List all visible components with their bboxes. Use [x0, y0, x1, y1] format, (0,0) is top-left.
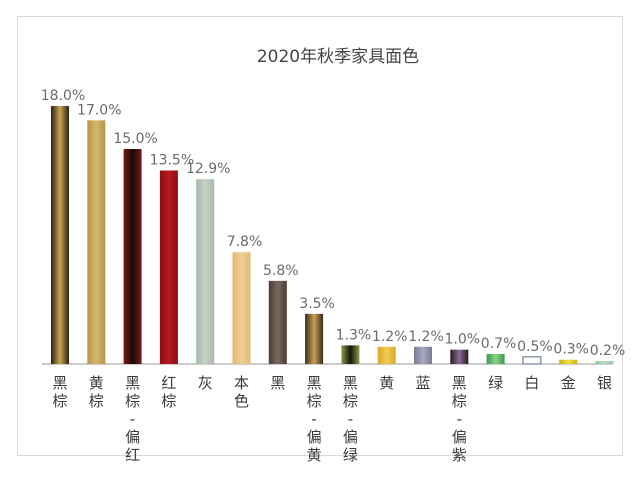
- data-label: 1.0%: [445, 332, 481, 348]
- category-label: 红棕: [161, 374, 176, 410]
- category-label: 本色: [234, 374, 249, 410]
- bar: [414, 346, 432, 364]
- bar: [268, 280, 287, 364]
- category-label: 黑棕-偏紫: [452, 374, 467, 464]
- bar: [377, 346, 396, 364]
- bar: [341, 345, 360, 364]
- data-label: 0.2%: [590, 343, 626, 359]
- data-label: 17.0%: [77, 102, 121, 118]
- category-label: 银: [597, 374, 612, 392]
- bar: [123, 149, 142, 364]
- bars-group: [51, 106, 614, 365]
- category-label: 黄: [379, 374, 394, 392]
- data-label: 7.8%: [227, 234, 263, 250]
- bar: [232, 252, 251, 364]
- category-label: 黑棕-偏黄: [307, 374, 322, 464]
- bar: [522, 356, 542, 365]
- category-label: 蓝: [415, 374, 430, 392]
- category-label: 黑: [270, 374, 285, 392]
- data-label: 1.2%: [372, 329, 408, 345]
- bar: [87, 120, 106, 364]
- bar: [51, 106, 69, 364]
- category-label: 绿: [488, 374, 503, 392]
- data-label: 0.7%: [481, 336, 517, 352]
- category-label: 金: [561, 374, 576, 392]
- data-label: 5.8%: [263, 263, 299, 279]
- bar: [159, 170, 178, 364]
- data-label: 1.2%: [408, 329, 444, 345]
- category-label: 黄棕: [89, 374, 104, 410]
- bar: [486, 353, 505, 364]
- bar: [196, 179, 215, 364]
- bar: [305, 313, 324, 364]
- chart-title: 2020年秋季家具面色: [257, 47, 419, 67]
- bar: [559, 359, 578, 364]
- data-label: 3.5%: [299, 296, 335, 312]
- bar: [595, 361, 614, 364]
- category-label: 黑棕-偏绿: [343, 374, 358, 464]
- value-labels-group: 18.0%17.0% 15.0% 13.5%12.9% 7.8%5.8% 3.5%1.3…: [41, 88, 626, 359]
- data-label: 0.3%: [553, 342, 589, 358]
- bar: [450, 349, 469, 364]
- data-label: 1.3%: [336, 327, 372, 343]
- category-label: 白: [524, 374, 539, 392]
- data-label: 13.5%: [150, 153, 194, 169]
- category-label: 黑棕-偏红: [125, 374, 140, 464]
- data-label: 0.5%: [517, 339, 553, 355]
- chart-frame: [17, 16, 623, 456]
- category-label: 黑棕: [52, 374, 67, 410]
- data-label: 15.0%: [113, 131, 157, 147]
- category-label: 灰: [198, 374, 213, 392]
- data-label: 18.0%: [41, 88, 85, 104]
- data-label: 12.9%: [186, 161, 230, 177]
